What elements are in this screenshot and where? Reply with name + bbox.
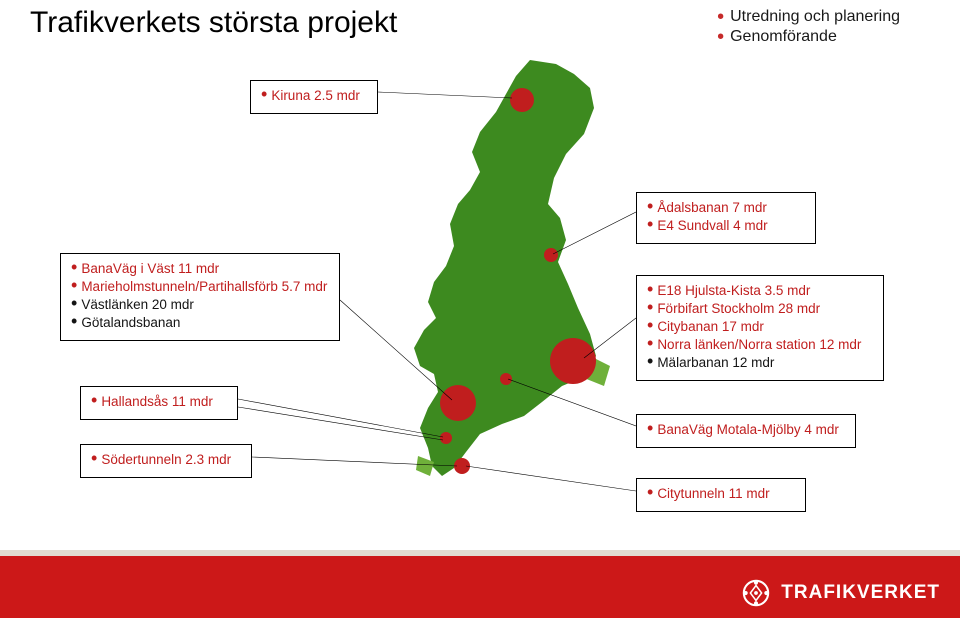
sundsvall-dot: [544, 248, 558, 262]
bullet-icon: •: [647, 419, 653, 437]
bullet-icon: •: [71, 276, 77, 294]
callout-text: Kiruna 2.5 mdr: [271, 87, 360, 105]
legend-item: • Utredning och planering: [717, 8, 900, 26]
bullet-icon: •: [717, 8, 724, 26]
malmo-dot: [454, 458, 470, 474]
sweden-silhouette-icon: [380, 56, 640, 486]
legend-label: Genomförande: [730, 28, 837, 46]
bullet-icon: •: [71, 312, 77, 330]
bullet-icon: •: [647, 483, 653, 501]
bullet-icon: •: [647, 316, 653, 334]
callout-text: BanaVäg Motala-Mjölby 4 mdr: [657, 421, 839, 439]
callout-row: •BanaVäg Motala-Mjölby 4 mdr: [647, 421, 845, 439]
sweden-map: [380, 56, 640, 486]
callout-vast: •BanaVäg i Väst 11 mdr•Marieholmstunneln…: [60, 253, 340, 341]
callout-row: •Norra länken/Norra station 12 mdr: [647, 336, 873, 354]
callout-text: Norra länken/Norra station 12 mdr: [657, 336, 861, 354]
callout-row: •Götalandsbanan: [71, 314, 329, 332]
slide: Trafikverkets största projekt • Utrednin…: [0, 0, 960, 618]
callout-row: •Kiruna 2.5 mdr: [261, 87, 367, 105]
callout-kiruna: •Kiruna 2.5 mdr: [250, 80, 378, 114]
callout-hallandsas: •Hallandsås 11 mdr: [80, 386, 238, 420]
callout-text: Marieholmstunneln/Partihallsförb 5.7 mdr: [81, 278, 327, 296]
bullet-icon: •: [91, 391, 97, 409]
callout-row: •Västlänken 20 mdr: [71, 296, 329, 314]
callout-row: •Mälarbanan 12 mdr: [647, 354, 873, 372]
legend-label: Utredning och planering: [730, 8, 900, 26]
callout-sodertunneln: •Södertunneln 2.3 mdr: [80, 444, 252, 478]
trafikverket-logo-icon: [741, 578, 771, 608]
bullet-icon: •: [647, 298, 653, 316]
kiruna-dot: [510, 88, 534, 112]
brand: TRAFIKVERKET: [741, 578, 940, 608]
callout-row: •Hallandsås 11 mdr: [91, 393, 227, 411]
callout-text: Förbifart Stockholm 28 mdr: [657, 300, 820, 318]
bullet-icon: •: [71, 258, 77, 276]
bullet-icon: •: [647, 334, 653, 352]
legend-item: • Genomförande: [717, 28, 900, 46]
callout-text: Mälarbanan 12 mdr: [657, 354, 774, 372]
bullet-icon: •: [71, 294, 77, 312]
callout-text: BanaVäg i Väst 11 mdr: [81, 260, 219, 278]
callout-row: •Marieholmstunneln/Partihallsförb 5.7 md…: [71, 278, 329, 296]
bullet-icon: •: [717, 28, 724, 46]
callout-row: •Förbifart Stockholm 28 mdr: [647, 300, 873, 318]
page-title: Trafikverkets största projekt: [30, 6, 397, 40]
callout-text: E18 Hjulsta-Kista 3.5 mdr: [657, 282, 810, 300]
bullet-icon: •: [647, 280, 653, 298]
callout-adalsbanan: •Ådalsbanan 7 mdr•E4 Sundvall 4 mdr: [636, 192, 816, 244]
callout-row: •BanaVäg i Väst 11 mdr: [71, 260, 329, 278]
callout-text: Citybanan 17 mdr: [657, 318, 764, 336]
bullet-icon: •: [647, 215, 653, 233]
goteborg-dot: [440, 385, 476, 421]
bullet-icon: •: [647, 197, 653, 215]
callout-text: Södertunneln 2.3 mdr: [101, 451, 231, 469]
callout-motala: •BanaVäg Motala-Mjölby 4 mdr: [636, 414, 856, 448]
callout-row: •E4 Sundvall 4 mdr: [647, 217, 805, 235]
motala-dot: [500, 373, 512, 385]
callout-text: Västlänken 20 mdr: [81, 296, 194, 314]
callout-citytunneln: •Citytunneln 11 mdr: [636, 478, 806, 512]
callout-row: •Citybanan 17 mdr: [647, 318, 873, 336]
footer-bar: TRAFIKVERKET: [0, 556, 960, 618]
callout-row: •Citytunneln 11 mdr: [647, 485, 795, 503]
brand-text: TRAFIKVERKET: [781, 582, 940, 604]
legend: • Utredning och planering • Genomförande: [717, 8, 900, 48]
callout-stockholm: •E18 Hjulsta-Kista 3.5 mdr•Förbifart Sto…: [636, 275, 884, 381]
callout-text: Ådalsbanan 7 mdr: [657, 199, 767, 217]
bullet-icon: •: [261, 85, 267, 103]
callout-text: Götalandsbanan: [81, 314, 180, 332]
stockholm-dot: [550, 338, 596, 384]
callout-text: E4 Sundvall 4 mdr: [657, 217, 767, 235]
callout-row: •E18 Hjulsta-Kista 3.5 mdr: [647, 282, 873, 300]
bullet-icon: •: [647, 352, 653, 370]
callout-row: •Södertunneln 2.3 mdr: [91, 451, 241, 469]
callout-row: •Ådalsbanan 7 mdr: [647, 199, 805, 217]
footer-divider: [0, 550, 960, 556]
bullet-icon: •: [91, 449, 97, 467]
callout-text: Hallandsås 11 mdr: [101, 393, 213, 411]
callout-text: Citytunneln 11 mdr: [657, 485, 769, 503]
hallands-dot: [440, 432, 452, 444]
